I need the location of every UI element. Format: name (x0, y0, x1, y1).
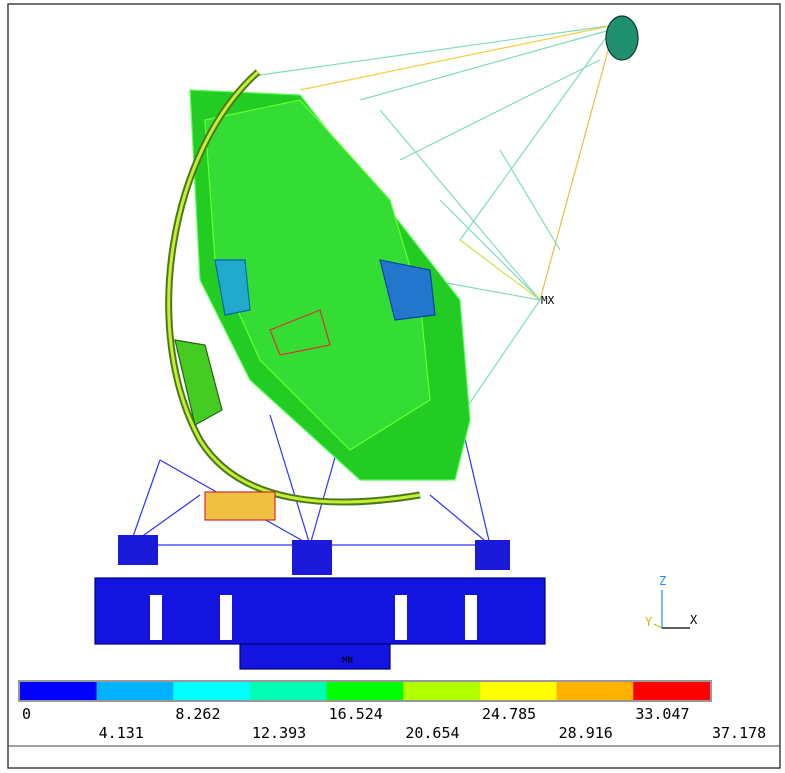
min-label: MN (342, 656, 353, 666)
triad-x: X (690, 613, 698, 627)
legend-label: 24.785 (482, 705, 536, 723)
slot (150, 595, 162, 640)
screen: MX MN Z Y X 0 4.131 8.262 12.393 16.524 20.65… (0, 0, 785, 773)
slot (465, 595, 477, 640)
slot (220, 595, 232, 640)
legend-label: 16.524 (329, 705, 383, 723)
drive (205, 492, 275, 520)
legend-band (20, 682, 97, 700)
legend-label: 12.393 (252, 724, 306, 742)
legend-label: 33.047 (635, 705, 689, 723)
legend-label: 4.131 (99, 724, 144, 742)
legend-band (173, 682, 250, 700)
focus-cabin (606, 16, 638, 60)
slot (395, 595, 407, 640)
legend-label: 8.262 (175, 705, 220, 723)
base (95, 578, 545, 644)
pedestal (240, 644, 390, 669)
legend-label: 37.178 (712, 724, 766, 742)
legend-band (250, 682, 327, 700)
bearing (118, 535, 158, 565)
bearing (475, 540, 510, 570)
bearing (292, 540, 332, 575)
legend-band (403, 682, 480, 700)
legend-band (327, 682, 404, 700)
legend-label: 0 (22, 705, 31, 723)
legend-label: 20.654 (405, 724, 459, 742)
triad-z: Z (659, 574, 666, 588)
viewport: MX MN Z Y X 0 4.131 8.262 12.393 16.524 20.65… (0, 0, 785, 773)
legend-band (480, 682, 557, 700)
legend-band (97, 682, 174, 700)
legend-label: 28.916 (559, 724, 613, 742)
triad-y: Y (645, 615, 653, 629)
max-label: MX (541, 294, 555, 307)
legend-band (557, 682, 634, 700)
legend-band (633, 682, 710, 700)
